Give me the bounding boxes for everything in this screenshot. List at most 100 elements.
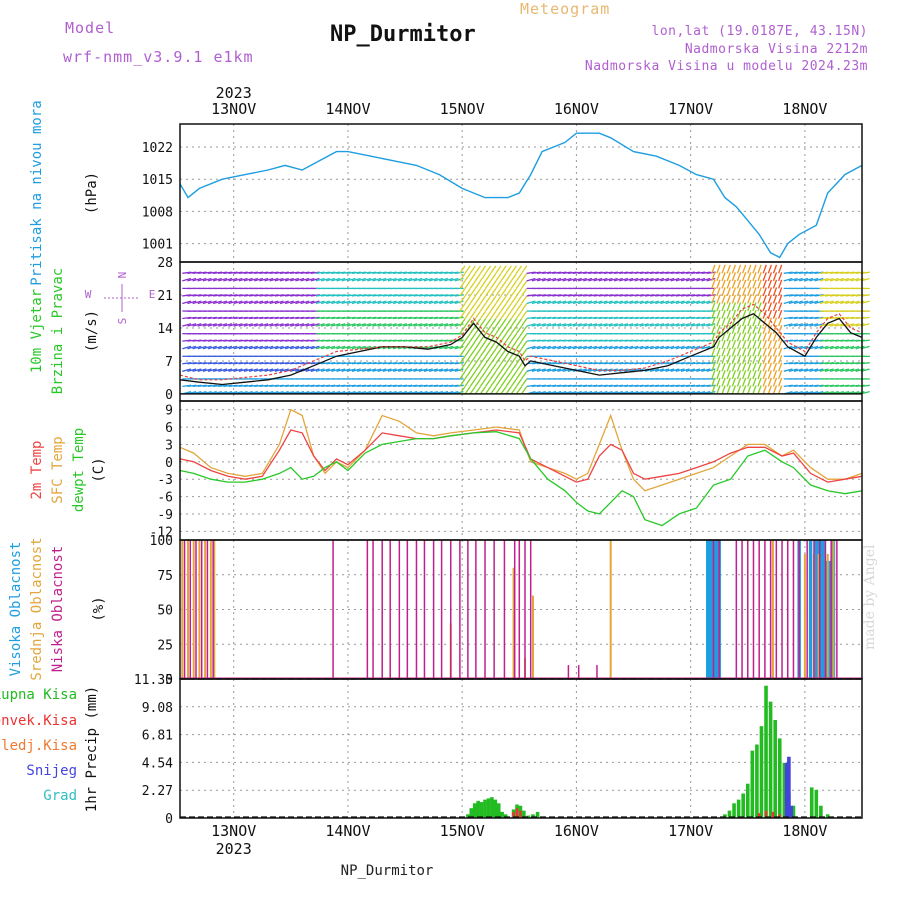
wind-arrow: [207, 345, 217, 350]
wind-arrow: [726, 377, 731, 387]
wind-arrow: [259, 323, 269, 327]
wind-arrow: [711, 385, 716, 395]
wind-arrow: [192, 345, 202, 350]
wind-arrow: [531, 300, 541, 305]
low-cloud-bar: [195, 540, 197, 679]
wind-arrow: [490, 363, 497, 372]
wind-arrow: [777, 339, 783, 349]
wind-arrow: [598, 316, 608, 320]
wind-arrow: [772, 309, 778, 319]
wind-arrow: [228, 300, 238, 305]
top-day-label: 16NOV: [554, 100, 599, 118]
wind-arrow: [259, 345, 269, 350]
wind-arrow: [279, 316, 289, 320]
wind-arrow: [850, 300, 860, 305]
wind-arrow: [505, 318, 512, 327]
snow-bar: [784, 762, 789, 818]
wind-arrow: [243, 345, 253, 350]
wind-arrow: [721, 370, 726, 380]
wind-arrow: [515, 363, 523, 372]
wind-arrow: [392, 300, 402, 305]
wind-arrow: [505, 363, 512, 372]
wind-arrow: [290, 277, 300, 282]
wind-arrow: [726, 287, 731, 297]
wind-arrow: [726, 272, 731, 282]
wind-arrow: [510, 273, 518, 282]
wind-arrow: [510, 348, 518, 357]
wind-arrow: [777, 377, 783, 387]
low-cloud-bar: [467, 540, 469, 679]
wind-arrow: [757, 324, 762, 334]
wind-arrow: [454, 294, 464, 297]
wind-arrow: [541, 345, 551, 350]
wind-arrow: [819, 277, 829, 282]
wind-arrow: [515, 288, 523, 297]
wind-arrow: [814, 300, 824, 305]
wind-arrow: [454, 362, 464, 365]
wind-arrow: [711, 347, 716, 357]
wind-arrow: [233, 323, 243, 327]
wind-arrow: [757, 332, 762, 342]
wind-arrow: [721, 332, 726, 342]
wind-arrow: [711, 264, 716, 274]
wind-arrow: [243, 300, 253, 305]
wind-arrow: [767, 377, 773, 387]
wind-arrow: [495, 348, 502, 357]
wind-arrow: [500, 273, 507, 282]
wind-arrow: [408, 300, 418, 305]
wind-arrow: [310, 368, 320, 372]
wind-arrow: [521, 348, 528, 357]
top-day-label: 15NOV: [440, 100, 485, 118]
wind-arrow: [721, 294, 726, 304]
wind-arrow: [557, 345, 567, 350]
wind-arrow: [757, 347, 762, 357]
wind-arrow: [721, 264, 726, 274]
wind-arrow: [207, 277, 217, 282]
wind-arrow: [243, 368, 253, 372]
low-cloud-bar: [718, 540, 720, 679]
wind-arrow: [608, 300, 618, 305]
wind-arrow: [777, 355, 783, 364]
wind-arrow: [731, 279, 737, 289]
wind-arrow: [793, 368, 803, 372]
wind-arrow: [479, 371, 487, 380]
wind-arrow: [665, 300, 675, 305]
wind-arrow: [777, 272, 783, 282]
wind-arrow: [228, 368, 238, 372]
wind-arrow: [295, 277, 305, 282]
wind-arrow: [680, 323, 690, 327]
wind-arrow: [783, 368, 793, 372]
wind-arrow: [495, 363, 502, 372]
wind-arrow: [264, 368, 274, 372]
wind-arrow: [515, 265, 523, 274]
wind-arrow: [757, 370, 762, 380]
wind-arrow: [788, 323, 798, 327]
wind-arrow: [449, 323, 459, 327]
wind-arrow: [752, 362, 757, 372]
wind-arrow: [634, 316, 644, 320]
wind-arrow: [346, 368, 356, 372]
wind-arrow: [598, 277, 608, 282]
wind-arrow: [593, 277, 603, 282]
temp-ylabel: (C): [91, 457, 107, 482]
wind-arrow: [742, 294, 747, 304]
wind-arrow: [207, 323, 217, 327]
wind-arrow: [485, 325, 492, 334]
wind-arrow: [644, 300, 654, 305]
model-name: wrf-nmm_v3.9.1 e1km: [63, 48, 254, 66]
wind-arrow: [464, 273, 471, 282]
wind-arrow: [485, 273, 492, 282]
wind-arrow: [377, 368, 387, 372]
wind-arrow: [752, 339, 757, 349]
wind-arrow: [469, 325, 476, 334]
wind-arrow: [593, 323, 603, 327]
wind-arrow: [233, 368, 243, 372]
wind-arrow: [510, 303, 518, 312]
wind-arrow: [747, 287, 752, 297]
wind-arrow: [762, 385, 767, 395]
wind-arrow: [377, 323, 387, 327]
wind-arrow: [233, 277, 243, 282]
wind-speed-line: [179, 313, 863, 386]
wind-arrow: [613, 277, 623, 282]
wind-arrow: [845, 345, 855, 350]
